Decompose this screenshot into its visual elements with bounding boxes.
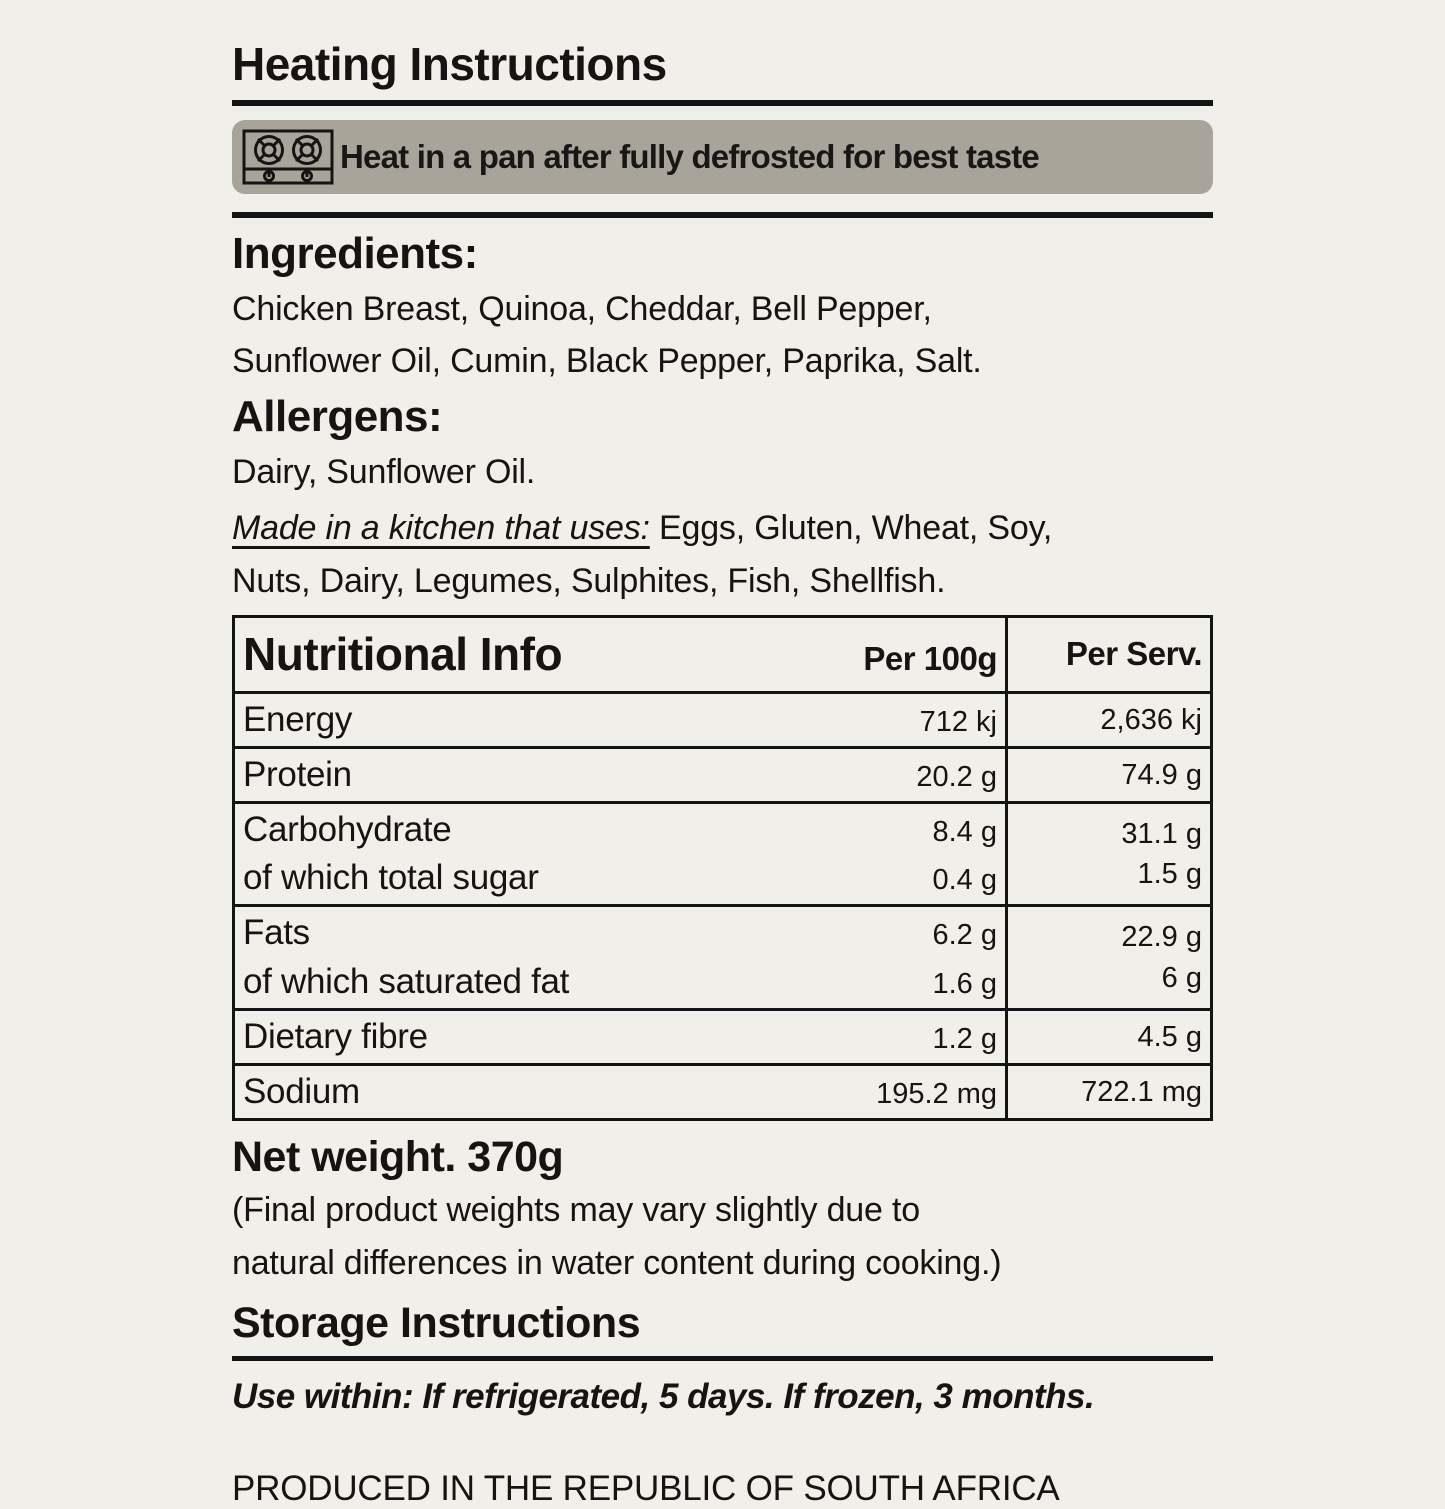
row-label: Protein	[243, 754, 352, 794]
row-per100-value: 20.2 g	[916, 760, 997, 793]
nutrition-table: Nutritional Info Per 100g Per Serv. Ener…	[232, 614, 1213, 1122]
kitchen-allergens-items: Eggs, Gluten, Wheat, Soy, Nuts, Dairy, L…	[232, 509, 1053, 600]
table-row-sodium: Sodium 195.2 mg 722.1 mg	[233, 1064, 1212, 1120]
row-sublabel: of which saturated fat	[243, 961, 570, 1001]
row-per100-value: 6.2 g	[932, 919, 998, 952]
row-sublabel: of which total sugar	[243, 858, 539, 898]
col-header-per100g: Per 100g	[863, 639, 997, 677]
use-within-text: Use within: If refrigerated, 5 days. If …	[232, 1377, 1095, 1417]
row-label: Fats	[243, 913, 310, 953]
nutrition-table-title: Nutritional Info	[243, 627, 563, 680]
table-row-fats: Fats 6.2 g of which saturated fat 1.6 g 22…	[233, 905, 1212, 1011]
row-serv-value: 2,636 kj	[1100, 703, 1202, 736]
stove-icon	[242, 128, 334, 186]
divider-top	[232, 100, 1213, 107]
row-label: Energy	[243, 699, 353, 739]
net-weight-title: Net weight. 370g	[232, 1133, 564, 1182]
row-label: Sodium	[243, 1071, 360, 1111]
origin-statement: PRODUCED IN THE REPUBLIC OF SOUTH AFRICA	[232, 1469, 1060, 1509]
ingredients-list: Chicken Breast, Quinoa, Cheddar, Bell Pe…	[232, 289, 982, 381]
row-serv-value: 6 g	[1161, 961, 1202, 994]
row-serv-value: 74.9 g	[1121, 758, 1202, 791]
row-serv-value: 722.1 mg	[1081, 1075, 1202, 1108]
allergens-list: Dairy, Sunflower Oil.	[232, 452, 536, 491]
row-serv-value: 31.1 g	[1121, 817, 1202, 850]
table-row-protein: Protein 20.2 g 74.9 g	[233, 747, 1212, 804]
nutrition-header-row: Nutritional Info Per 100g Per Serv.	[233, 616, 1212, 694]
row-per100-value: 195.2 mg	[876, 1077, 997, 1110]
storage-instructions-title: Storage Instructions	[232, 1298, 641, 1347]
row-per100-value: 712 kj	[919, 705, 997, 738]
row-label: Carbohydrate	[243, 809, 452, 849]
food-label: Heating Instructions	[232, 38, 1213, 1508]
ingredients-title: Ingredients:	[232, 229, 478, 279]
row-per100-value: 0.4 g	[932, 864, 998, 897]
heating-instructions-title: Heating Instructions	[232, 38, 667, 90]
kitchen-allergens-label: Made in a kitchen that uses:	[232, 509, 650, 548]
divider-storage	[232, 1356, 1213, 1362]
row-label: Dietary fibre	[243, 1016, 428, 1056]
row-per100-value: 1.6 g	[932, 967, 998, 1000]
kitchen-allergens: Made in a kitchen that uses: Eggs, Glute…	[232, 502, 1213, 607]
table-row-dietary-fibre: Dietary fibre 1.2 g 4.5 g	[233, 1009, 1212, 1066]
row-per100-value: 1.2 g	[932, 1022, 998, 1055]
row-serv-value: 22.9 g	[1121, 921, 1202, 954]
allergens-title: Allergens:	[232, 392, 443, 442]
col-header-per-serving: Per Serv.	[1065, 635, 1203, 673]
net-weight-note: (Final product weights may vary slightly…	[232, 1191, 1002, 1282]
heating-banner-text: Heat in a pan after fully defrosted for …	[340, 138, 1040, 176]
divider-under-banner	[232, 212, 1213, 219]
table-row-energy: Energy 712 kj 2,636 kj	[233, 692, 1212, 749]
row-serv-value: 4.5 g	[1137, 1020, 1203, 1053]
row-per100-value: 8.4 g	[932, 815, 998, 848]
heating-banner: Heat in a pan after fully defrosted for …	[232, 120, 1213, 195]
row-serv-value: 1.5 g	[1137, 858, 1203, 891]
table-row-carbohydrate: Carbohydrate 8.4 g of which total sugar 0.…	[233, 802, 1212, 908]
